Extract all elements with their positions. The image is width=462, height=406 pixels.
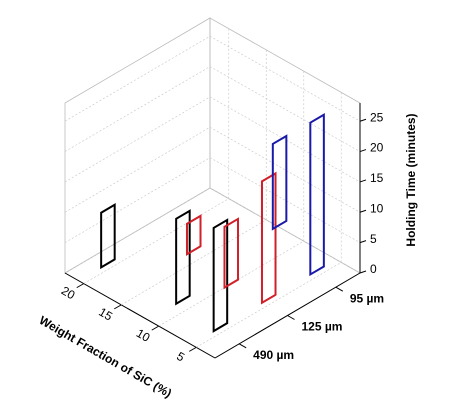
- z-tick: [359, 240, 367, 244]
- depth-tick: [335, 286, 344, 292]
- grid-line: [64, 187, 361, 274]
- bar: [260, 171, 277, 305]
- z-tick: [359, 149, 367, 153]
- x-tick-label: 5: [174, 349, 187, 365]
- right-wall: [209, 17, 361, 274]
- bar: [223, 217, 240, 290]
- bar: [309, 112, 325, 277]
- bar: [271, 134, 288, 231]
- z-tick: [359, 118, 367, 122]
- grid-line: [64, 35, 361, 122]
- z-tick-label: 20: [370, 141, 384, 155]
- grid-line: [121, 49, 267, 306]
- depth-tick: [287, 315, 295, 320]
- x-tick: [76, 283, 84, 289]
- grid-line: [64, 96, 361, 183]
- depth-tick-label: 125 µm: [302, 320, 343, 334]
- grid-line: [64, 157, 361, 243]
- x-tick-label: 10: [134, 326, 153, 345]
- z-axis-title: Holding Time (minutes): [404, 113, 418, 246]
- bar: [100, 203, 116, 270]
- bar: [175, 209, 191, 306]
- z-tick: [359, 270, 367, 274]
- z-tick-label: 25: [370, 110, 384, 124]
- grid-line: [158, 71, 305, 327]
- x-tick-label: 20: [59, 284, 78, 303]
- z-tick: [359, 209, 367, 213]
- x-tick-label: 15: [96, 305, 115, 324]
- z-tick: [359, 179, 367, 183]
- depth-tick-label: 95 µm: [350, 291, 384, 305]
- x-tick: [114, 304, 122, 310]
- x-axis: [64, 272, 216, 359]
- bar: [185, 214, 202, 256]
- z-tick-label: 15: [370, 171, 384, 185]
- z-tick-label: 5: [370, 232, 377, 246]
- depth-tick-label: 490 µm: [253, 348, 294, 362]
- grid-line: [196, 92, 342, 348]
- z-tick-label: 10: [370, 201, 384, 215]
- x-tick: [151, 325, 159, 331]
- left-wall: [64, 17, 211, 274]
- grid-line: [64, 66, 361, 152]
- x-tick: [189, 346, 197, 352]
- z-tick-label: 0: [370, 262, 377, 276]
- bar: [212, 218, 229, 333]
- x-axis-title: Weight Fraction of SiC (%): [37, 313, 174, 400]
- grid-line: [64, 126, 361, 213]
- grid-line: [83, 28, 230, 284]
- depth-tick: [238, 343, 247, 349]
